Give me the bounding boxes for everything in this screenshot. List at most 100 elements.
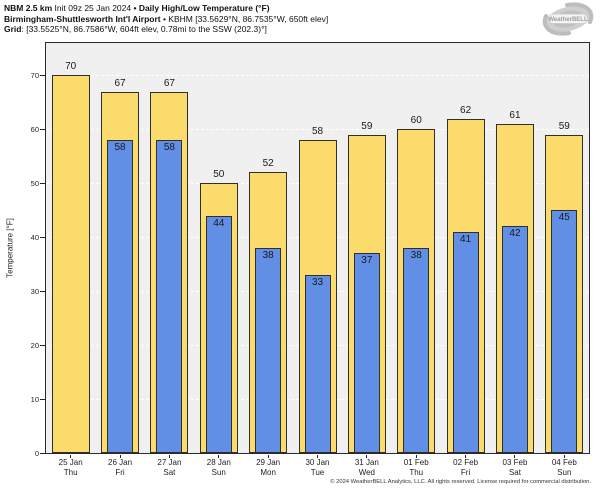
grid-label: Grid — [4, 24, 22, 35]
y-axis-title: Temperature [°F] — [5, 218, 15, 278]
low-bar — [255, 248, 282, 453]
station-name: Birmingham-Shuttlesworth Int'l Airport — [4, 13, 161, 24]
low-value-label: 58 — [114, 142, 126, 154]
x-tick-mark — [168, 454, 170, 458]
x-tick-day: Thu — [63, 467, 78, 477]
x-tick-day: Wed — [358, 467, 376, 477]
high-bar — [51, 75, 90, 453]
header-line-1: NBM 2.5 km Init 09z 25 Jan 2024 • Daily … — [4, 3, 328, 14]
x-tick-day: Sun — [557, 467, 572, 477]
low-value-label: 38 — [410, 250, 422, 261]
x-tick-label: 26 Jan Fri — [90, 458, 150, 478]
low-bar — [353, 253, 380, 453]
low-value-label: 42 — [509, 228, 521, 240]
x-tick-mark — [465, 454, 467, 458]
high-value-label: 59 — [558, 120, 570, 132]
x-tick-mark — [70, 454, 72, 458]
x-tick-date: 04 Feb — [551, 458, 577, 467]
x-tick-label: 30 Jan Tue — [288, 458, 348, 478]
station-info: KBHM [33.5629°N, 86.7535°W, 650ft elev] — [168, 13, 329, 24]
x-tick-label: 01 Feb Thu — [386, 458, 446, 478]
x-tick-day: Thu — [409, 467, 424, 477]
high-value-label: 67 — [163, 77, 175, 89]
x-tick-day: Sat — [508, 467, 521, 477]
x-tick-label: 25 Jan Thu — [41, 458, 101, 478]
x-tick-label: 04 Feb Sun — [534, 458, 594, 478]
low-value-label: 33 — [311, 276, 324, 288]
y-tick-mark — [40, 236, 45, 238]
y-tick-mark — [40, 344, 45, 346]
low-value-label: 37 — [361, 255, 373, 267]
x-tick-mark — [267, 454, 269, 458]
y-tick-mark — [40, 398, 45, 400]
low-bar — [452, 231, 479, 453]
copyright-text: © 2024 WeatherBELL Analytics, LLC. All r… — [330, 479, 591, 485]
x-tick-label: 03 Feb Sat — [485, 458, 545, 478]
x-tick-day: Fri — [460, 467, 471, 477]
x-tick-mark — [415, 454, 417, 458]
x-tick-day: Sun — [211, 467, 226, 477]
product-title: Daily High/Low Temperature (°F) — [136, 3, 270, 13]
low-bar — [107, 140, 134, 453]
header-line-2: Birmingham-Shuttlesworth Int'l Airport •… — [4, 14, 328, 25]
x-tick-label: 02 Feb Fri — [436, 458, 496, 478]
low-value-label: 44 — [213, 217, 225, 229]
low-bar — [304, 274, 331, 453]
low-value-label: 38 — [262, 250, 274, 261]
x-tick-label: 27 Jan Sat — [139, 458, 199, 478]
high-value-label: 59 — [361, 120, 373, 132]
x-tick-date: 01 Feb — [403, 458, 429, 467]
x-tick-date: 29 Jan — [256, 458, 281, 467]
x-tick-date: 27 Jan — [157, 458, 182, 467]
low-value-label: 58 — [163, 142, 175, 154]
high-value-label: 61 — [509, 109, 521, 121]
x-tick-mark — [514, 454, 516, 458]
plot-area: 0 10 20 30 40 50 60 70 70 25 Jan Thu 67 58 26 Jan Fri 6… — [31, 42, 590, 477]
logo-text: WeatherBELL — [548, 17, 588, 23]
x-tick-date: 28 Jan — [206, 458, 231, 467]
y-tick-label: 40 — [30, 232, 39, 242]
y-tick-label: 20 — [30, 340, 39, 350]
grid-info: : [33.5525°N, 86.7586°W, 604ft elev, 0.7… — [21, 24, 267, 35]
x-tick-mark — [218, 454, 220, 458]
high-value-label: 52 — [262, 158, 274, 170]
x-tick-label: 29 Jan Mon — [238, 458, 298, 478]
y-tick-mark — [40, 182, 45, 184]
separator-dot: • — [160, 13, 169, 24]
high-value-label: 62 — [460, 104, 472, 116]
y-tick-label: 10 — [30, 394, 39, 404]
high-value-label: 67 — [114, 77, 126, 89]
x-tick-date: 26 Jan — [108, 458, 133, 467]
x-tick-date: 31 Jan — [354, 458, 379, 467]
high-value-label: 70 — [65, 61, 77, 73]
x-tick-date: 30 Jan — [305, 458, 330, 467]
y-tick-label: 30 — [30, 286, 39, 296]
high-value-label: 58 — [311, 126, 324, 138]
y-tick-label: 70 — [30, 70, 39, 80]
x-tick-mark — [366, 454, 368, 458]
x-tick-day: Tue — [310, 467, 325, 477]
x-tick-day: Mon — [260, 467, 276, 477]
low-bar — [501, 226, 528, 453]
x-tick-mark — [563, 454, 565, 458]
x-tick-day: Sat — [163, 467, 176, 477]
y-tick-mark — [40, 452, 45, 454]
x-tick-mark — [119, 454, 121, 458]
y-tick-label: 0 — [34, 448, 39, 458]
separator-dot: • — [133, 3, 137, 13]
x-tick-date: 03 Feb — [502, 458, 528, 467]
x-tick-label: 31 Jan Wed — [337, 458, 397, 478]
gridline — [46, 129, 589, 131]
init-time: Init 09z 25 Jan 2024 — [52, 3, 134, 13]
low-bar — [205, 215, 232, 453]
x-tick-day: Fri — [115, 467, 125, 477]
low-value-label: 41 — [460, 233, 472, 245]
header: NBM 2.5 km Init 09z 25 Jan 2024 • Daily … — [4, 3, 328, 35]
x-tick-mark — [317, 454, 318, 458]
low-bar — [156, 140, 183, 453]
y-tick-mark — [40, 128, 45, 130]
x-tick-date: 25 Jan — [58, 458, 83, 467]
y-tick-label: 60 — [30, 124, 39, 134]
header-line-3: Grid: [33.5525°N, 86.7586°W, 604ft elev,… — [4, 24, 328, 35]
